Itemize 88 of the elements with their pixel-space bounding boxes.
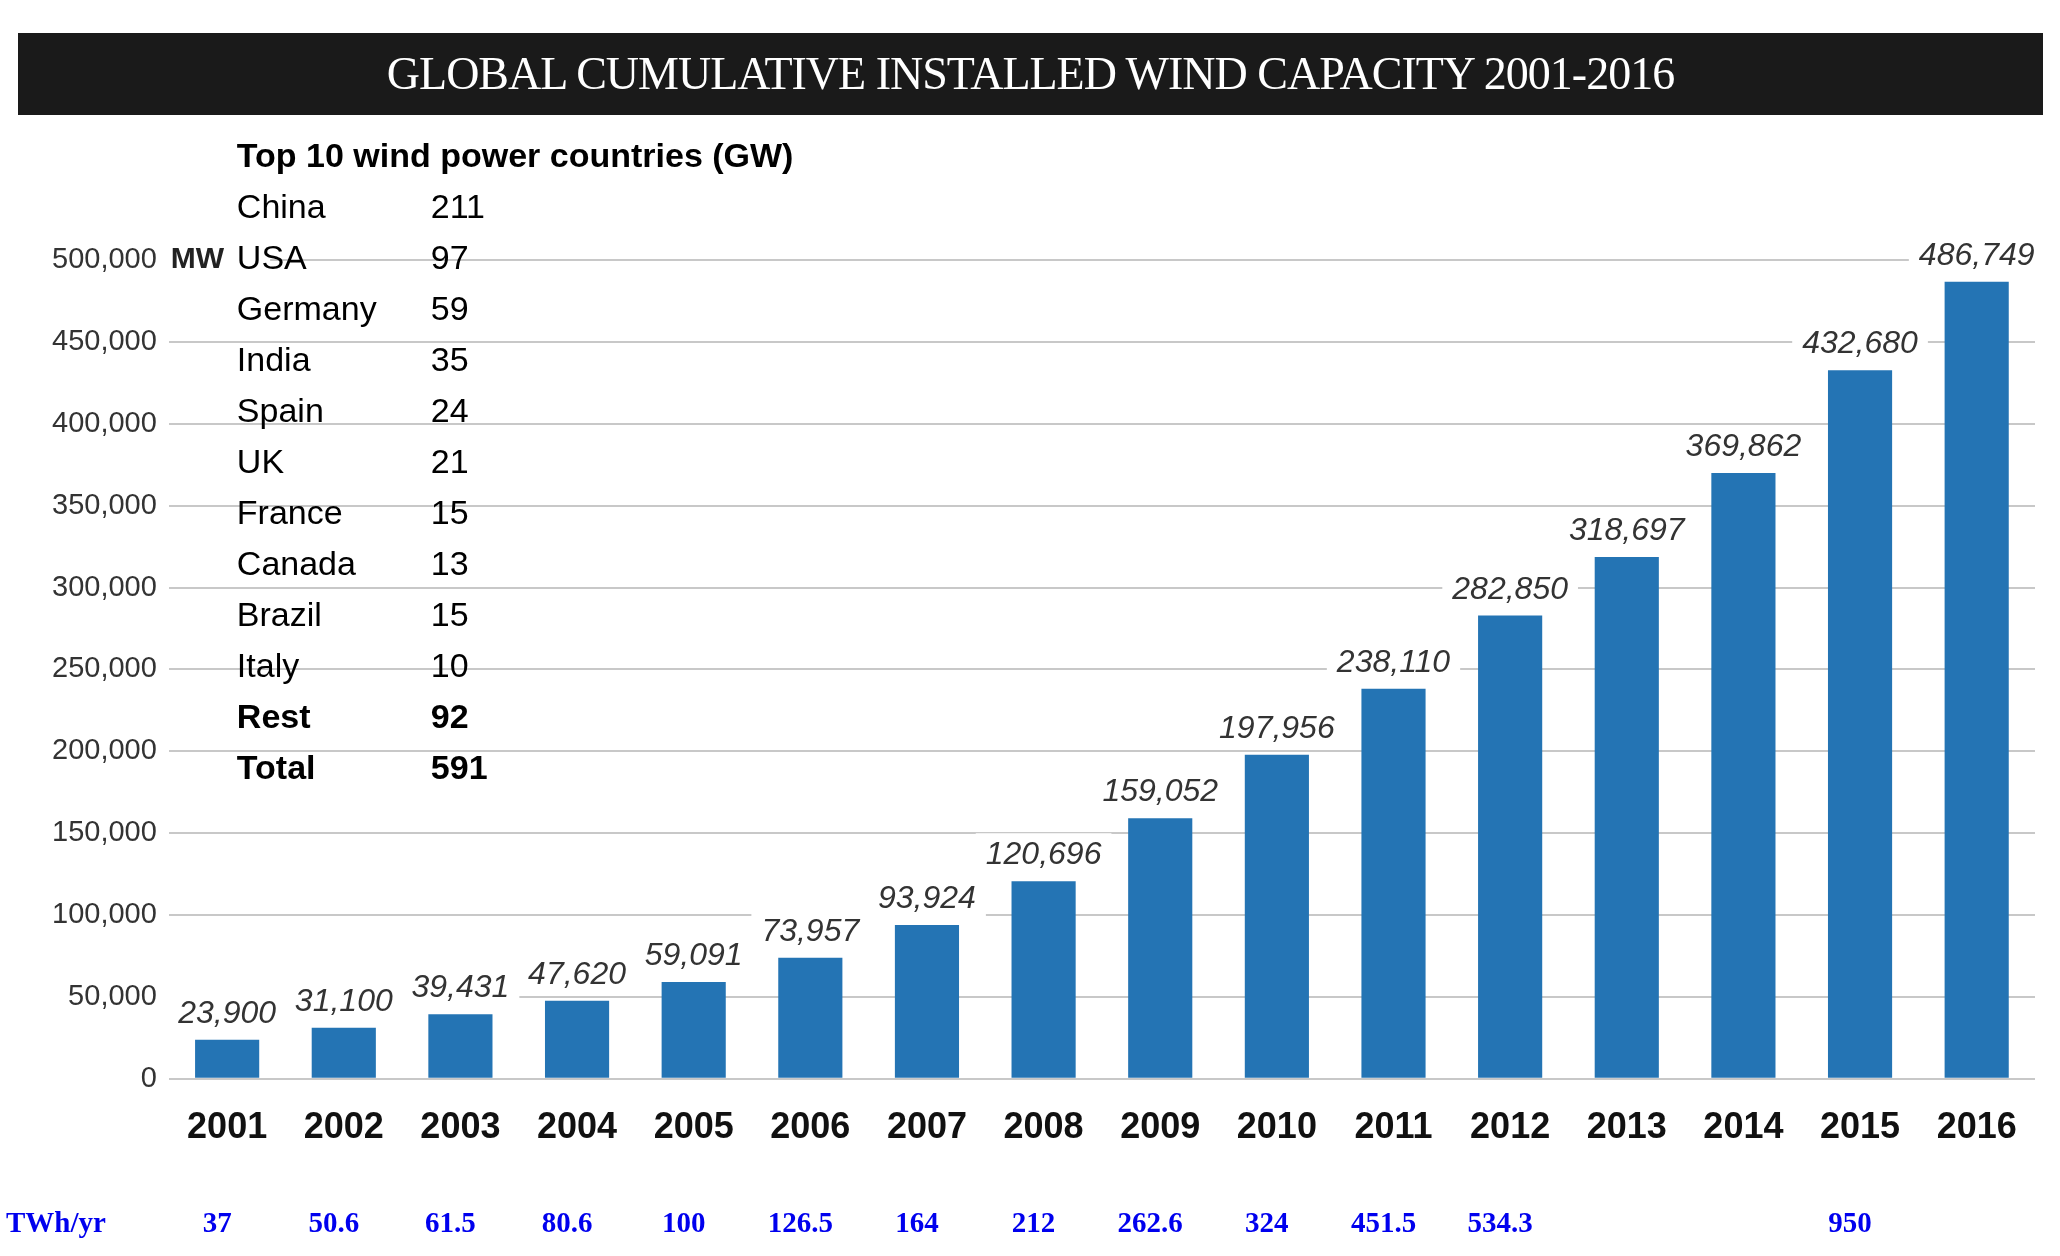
- text: USA 97: [236, 238, 469, 277]
- bar: [1478, 615, 1543, 1078]
- text: UK 21: [236, 442, 469, 481]
- data-label: 432,680: [1802, 324, 1919, 361]
- data-label: 369,862: [1685, 427, 1802, 464]
- text: 61.5: [425, 1206, 476, 1239]
- bar: [311, 1027, 376, 1078]
- data-label: 31,100: [294, 981, 393, 1018]
- text: Rest 92: [236, 697, 469, 736]
- data-label: 93,924: [878, 878, 976, 915]
- data-label: 486,749: [1918, 235, 2035, 272]
- text: India 35: [236, 340, 469, 379]
- x-tick-label: 2005: [653, 1105, 734, 1147]
- text: Germany 59: [236, 289, 469, 328]
- bar: [661, 982, 726, 1078]
- y-tick-label: 150,000: [52, 815, 157, 848]
- x-tick-label: 2007: [886, 1105, 968, 1147]
- bar: [1944, 281, 2009, 1078]
- bar: [195, 1039, 260, 1078]
- text: Top 10 wind power countries (GW): [236, 136, 794, 175]
- x-tick-label: 2013: [1586, 1105, 1667, 1147]
- x-tick-label: 2014: [1703, 1105, 1784, 1147]
- text: 37: [202, 1206, 232, 1239]
- y-tick-label: 300,000: [52, 569, 157, 602]
- y-tick-label: 400,000: [52, 405, 157, 438]
- text: TWh/yr: [6, 1206, 107, 1239]
- text: 80.6: [541, 1206, 593, 1239]
- text: Canada 13: [236, 544, 469, 583]
- bar: [1244, 754, 1309, 1078]
- text: 950: [1828, 1206, 1872, 1239]
- bar: [1594, 556, 1659, 1078]
- x-tick-label: 2015: [1820, 1105, 1901, 1147]
- x-tick-label: 2003: [420, 1105, 501, 1147]
- y-tick-label: 500,000: [52, 242, 157, 274]
- data-label: 73,957: [761, 911, 861, 948]
- text: Spain 24: [236, 391, 469, 430]
- data-label: 282,850: [1451, 569, 1569, 606]
- x-tick-label: 2011: [1354, 1105, 1433, 1147]
- text: 324: [1245, 1206, 1289, 1239]
- x-tick-label: 2001: [187, 1105, 268, 1147]
- text: 212: [1011, 1206, 1056, 1239]
- y-tick-label: 250,000: [52, 651, 157, 684]
- y-tick-label: 0: [140, 1060, 157, 1093]
- y-tick-label: 50,000: [68, 978, 157, 1011]
- bar: [1128, 818, 1193, 1078]
- bar: [1711, 473, 1776, 1078]
- data-label: 59,091: [644, 935, 743, 972]
- y-tick-label: 200,000: [52, 733, 157, 766]
- chart-title: GLOBAL CUMULATIVE INSTALLED WIND CAPACITY 2001-2016: [18, 33, 2043, 115]
- text: 262.6: [1117, 1206, 1183, 1239]
- data-label: 159,052: [1102, 772, 1219, 809]
- y-tick-label: 450,000: [52, 323, 157, 356]
- x-tick-label: 2002: [303, 1105, 384, 1147]
- text: Total 591: [236, 748, 488, 787]
- text: 451.5: [1350, 1206, 1417, 1239]
- text: 126.5: [767, 1206, 833, 1239]
- y-tick-label: 100,000: [52, 897, 157, 930]
- data-label: 23,900: [177, 993, 277, 1030]
- bar: [544, 1000, 610, 1078]
- x-tick-label: 2006: [770, 1105, 851, 1147]
- bar: [778, 957, 843, 1078]
- bar: [894, 924, 960, 1078]
- x-tick-label: 2010: [1236, 1105, 1317, 1147]
- bar: [1827, 370, 1893, 1078]
- x-tick-label: 2016: [1936, 1105, 2017, 1147]
- bar: [1361, 688, 1426, 1078]
- text: Italy 10: [236, 646, 469, 685]
- bar: [428, 1014, 493, 1078]
- x-tick-label: 2009: [1120, 1105, 1201, 1147]
- data-label: 39,431: [411, 968, 510, 1005]
- y-axis-title: MW: [170, 241, 225, 275]
- x-tick-label: 2004: [537, 1105, 618, 1147]
- data-label: 197,956: [1219, 708, 1335, 745]
- y-tick-label: 350,000: [52, 487, 157, 520]
- text: 534.3: [1467, 1206, 1533, 1239]
- text: 164: [895, 1206, 939, 1239]
- text: China 211: [236, 187, 486, 226]
- text: 100: [661, 1206, 706, 1239]
- x-tick-label: 2012: [1470, 1105, 1551, 1147]
- bar: [1011, 881, 1076, 1078]
- text: Brazil 15: [236, 595, 469, 634]
- x-tick-label: 2008: [1003, 1105, 1084, 1147]
- data-label: 47,620: [528, 954, 627, 991]
- data-label: 120,696: [985, 835, 1102, 872]
- data-label: 238,110: [1335, 642, 1451, 679]
- text: 50.6: [308, 1206, 360, 1239]
- data-label: 318,697: [1568, 510, 1686, 547]
- text: France 15: [236, 493, 469, 532]
